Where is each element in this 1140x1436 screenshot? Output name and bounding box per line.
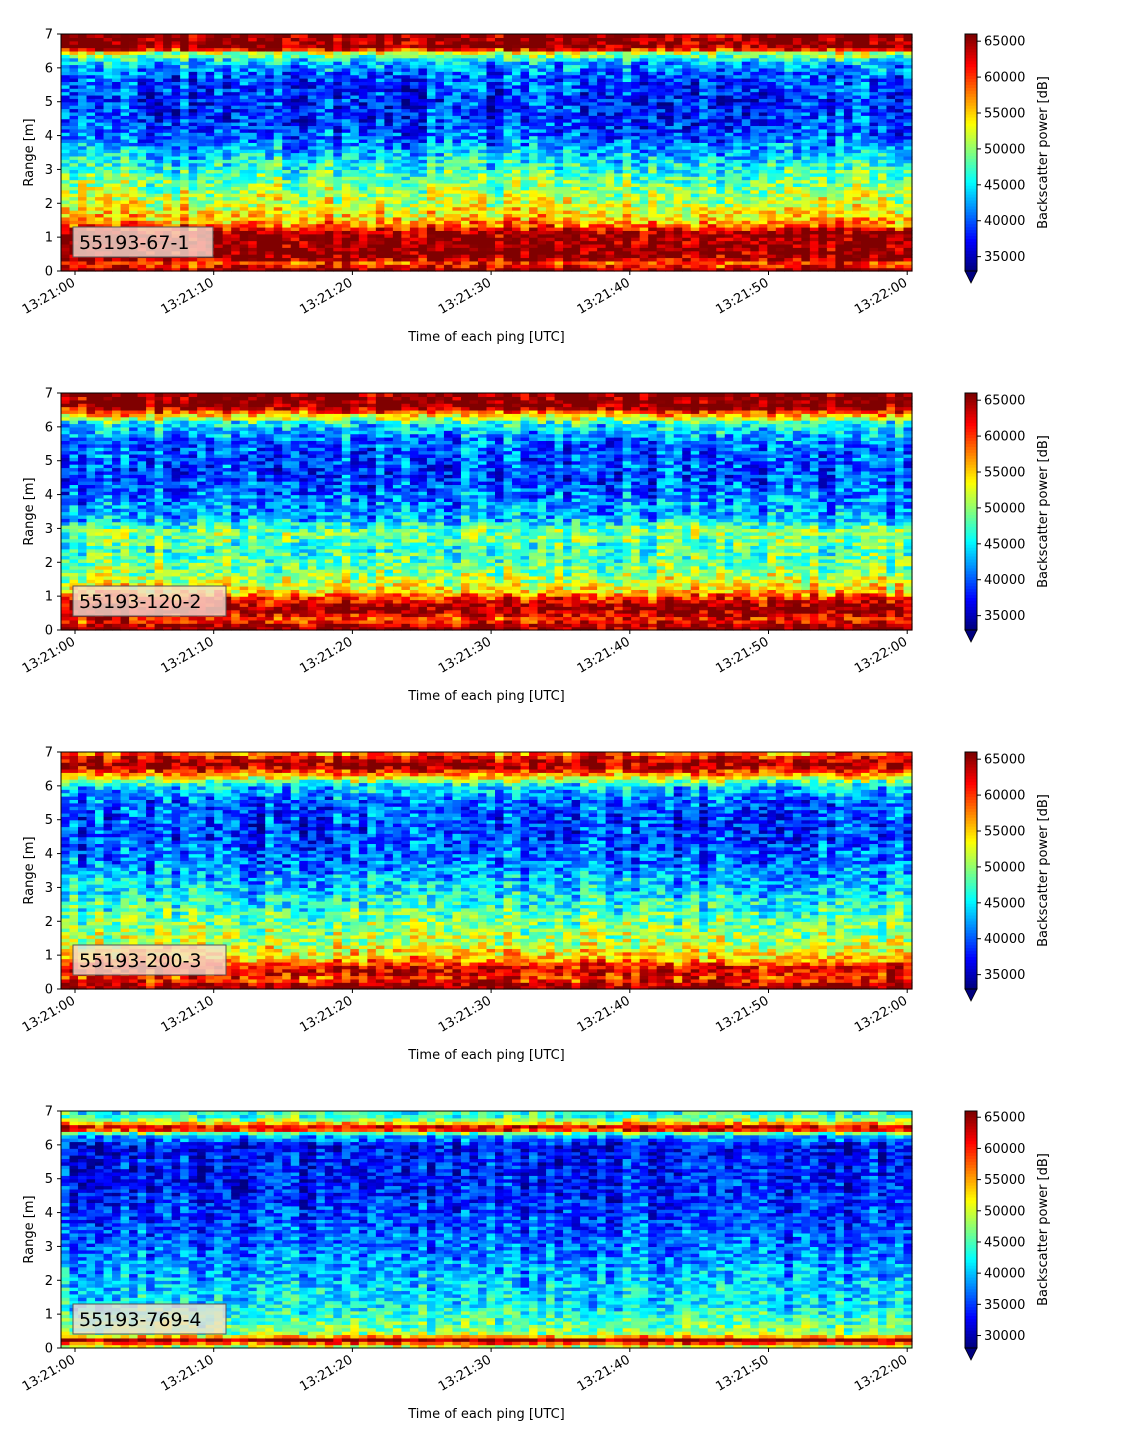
heatmap-cell: [163, 34, 172, 38]
heatmap-cell: [376, 34, 385, 38]
heatmap-cell: [248, 34, 257, 38]
heatmap-cell: [614, 34, 623, 38]
heatmap-cell: [657, 34, 666, 38]
heatmap-cell: [350, 34, 359, 38]
heatmap-cell: [589, 34, 598, 38]
heatmap-cell: [325, 34, 334, 38]
heatmap-cell: [597, 34, 606, 38]
heatmap-cell: [214, 34, 223, 38]
heatmap-cell: [495, 34, 504, 38]
heatmap-cell: [138, 34, 147, 38]
heatmap-cell: [631, 34, 640, 38]
heatmap-cell: [529, 34, 538, 38]
heatmap-cell: [291, 34, 300, 38]
heatmap-cell: [478, 34, 487, 38]
heatmap-cell: [469, 34, 478, 38]
heatmap-cell: [206, 34, 215, 38]
heatmap-cell: [146, 34, 155, 38]
heatmap-cell: [70, 34, 79, 38]
heatmap-cell: [410, 34, 419, 38]
heatmap-cell: [401, 34, 410, 38]
heatmap-cell: [461, 34, 470, 38]
heatmap-cell: [606, 34, 615, 38]
heatmap-cell: [342, 34, 351, 38]
heatmap-cell: [563, 34, 572, 38]
heatmap-cell: [299, 34, 308, 38]
heatmap-cell: [223, 34, 232, 38]
heatmap-cell: [418, 34, 427, 38]
heatmap-cell: [393, 34, 402, 38]
heatmap-cell: [78, 34, 87, 38]
heatmap-cell: [112, 34, 121, 38]
heatmap-cell: [197, 34, 206, 38]
heatmap-cell: [282, 34, 291, 38]
heatmap-cell: [155, 34, 164, 38]
heatmap-cell: [316, 34, 325, 38]
heatmap-cell: [180, 34, 189, 38]
heatmap-cell: [512, 34, 521, 38]
heatmap-cell: [444, 34, 453, 38]
heatmap-cell: [104, 34, 113, 38]
heatmap-cell: [427, 34, 436, 38]
heatmap-cell: [555, 34, 564, 38]
heatmap-cell: [546, 34, 555, 38]
heatmap-cell: [521, 34, 530, 38]
heatmap-cell: [240, 34, 249, 38]
heatmap-cell: [333, 34, 342, 38]
heatmap-cell: [129, 34, 138, 38]
heatmap-cell: [580, 34, 589, 38]
heatmap-cell: [95, 34, 104, 38]
heatmap-cell: [367, 34, 376, 38]
heatmap-cell: [265, 34, 274, 38]
heatmap-cell: [648, 34, 657, 38]
heatmap-cell: [308, 34, 317, 38]
heatmap-cell: [504, 34, 513, 38]
heatmap-cell: [121, 34, 130, 38]
heatmap-cell: [623, 34, 632, 38]
heatmap-cell: [172, 34, 181, 38]
heatmap-cell: [435, 34, 444, 38]
heatmap-cell: [231, 34, 240, 38]
heatmap-cell: [189, 34, 198, 38]
heatmap-cell: [87, 34, 96, 38]
heatmap-cell: [487, 34, 496, 38]
heatmap-cell: [572, 34, 581, 38]
heatmap-cell: [452, 34, 461, 38]
heatmap-cell: [384, 34, 393, 38]
heatmap-cell: [359, 34, 368, 38]
heatmap-cell: [274, 34, 283, 38]
heatmap-cell: [257, 34, 266, 38]
heatmap-cell: [61, 34, 70, 38]
heatmap-cell: [640, 34, 649, 38]
heatmap-cell: [538, 34, 547, 38]
